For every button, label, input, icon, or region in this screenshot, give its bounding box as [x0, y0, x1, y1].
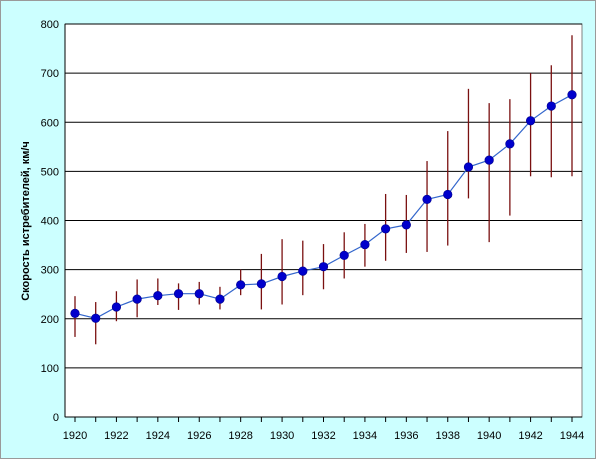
x-tick-label-1922: 1922 [104, 430, 128, 442]
x-tick-label-1932: 1932 [311, 430, 335, 442]
data-point-1928 [236, 280, 246, 290]
axis-layer: 0 100 200 300 400 500 600 700 800 1920 1922 1924 192… [41, 19, 585, 442]
y-tick-label-400: 400 [41, 216, 59, 228]
data-point-1930 [277, 271, 287, 282]
data-point-1926 [194, 289, 204, 299]
data-point-1920 [70, 308, 80, 318]
data-point-1932 [318, 262, 329, 272]
data-point-1929 [256, 279, 266, 289]
data-point-1924 [153, 291, 163, 301]
y-axis-title: Скорость истребителей, км/ч [20, 141, 32, 301]
data-point-1933 [339, 250, 349, 260]
data-point-1935 [381, 224, 391, 234]
y-tick-label-100: 100 [41, 363, 59, 375]
x-tick-label-1944: 1944 [560, 430, 584, 442]
y-tick-label-800: 800 [41, 19, 59, 31]
data-point-1941 [505, 139, 515, 149]
x-tick-label-1920: 1920 [63, 430, 87, 442]
data-point-1925 [173, 289, 184, 299]
x-tick-label-1942: 1942 [518, 430, 542, 442]
x-tick-label-1926: 1926 [187, 430, 211, 442]
data-point-1922 [111, 302, 122, 312]
data-point-1940 [484, 155, 494, 165]
data-point-1943 [546, 101, 556, 111]
data-point-1936 [401, 220, 411, 230]
data-point-1939 [463, 162, 474, 172]
x-tick-label-1934: 1934 [353, 430, 377, 442]
y-tick-label-0: 0 [53, 412, 59, 424]
data-point-1938 [443, 189, 453, 200]
data-point-1931 [298, 266, 308, 276]
x-tick-label-1930: 1930 [270, 430, 294, 442]
y-tick-label-300: 300 [41, 265, 59, 277]
data-point-1944 [567, 90, 577, 100]
x-tick-label-1928: 1928 [228, 430, 252, 442]
x-tick-label-1936: 1936 [394, 430, 418, 442]
x-tick-label-1938: 1938 [436, 430, 460, 442]
x-tick-label-1924: 1924 [146, 430, 170, 442]
y-tick-label-200: 200 [41, 314, 59, 326]
data-point-1927 [215, 294, 225, 304]
y-tick-label-700: 700 [41, 68, 59, 80]
data-point-1923 [132, 294, 142, 304]
data-point-1937 [422, 194, 432, 204]
grid-layer [65, 23, 582, 369]
y-tick-label-600: 600 [41, 117, 59, 129]
data-point-1921 [91, 313, 101, 323]
x-tick-label-1940: 1940 [477, 430, 501, 442]
data-point-1934 [360, 239, 370, 250]
marker-layer [70, 90, 577, 323]
data-point-1942 [525, 116, 536, 126]
y-tick-label-500: 500 [41, 166, 59, 178]
